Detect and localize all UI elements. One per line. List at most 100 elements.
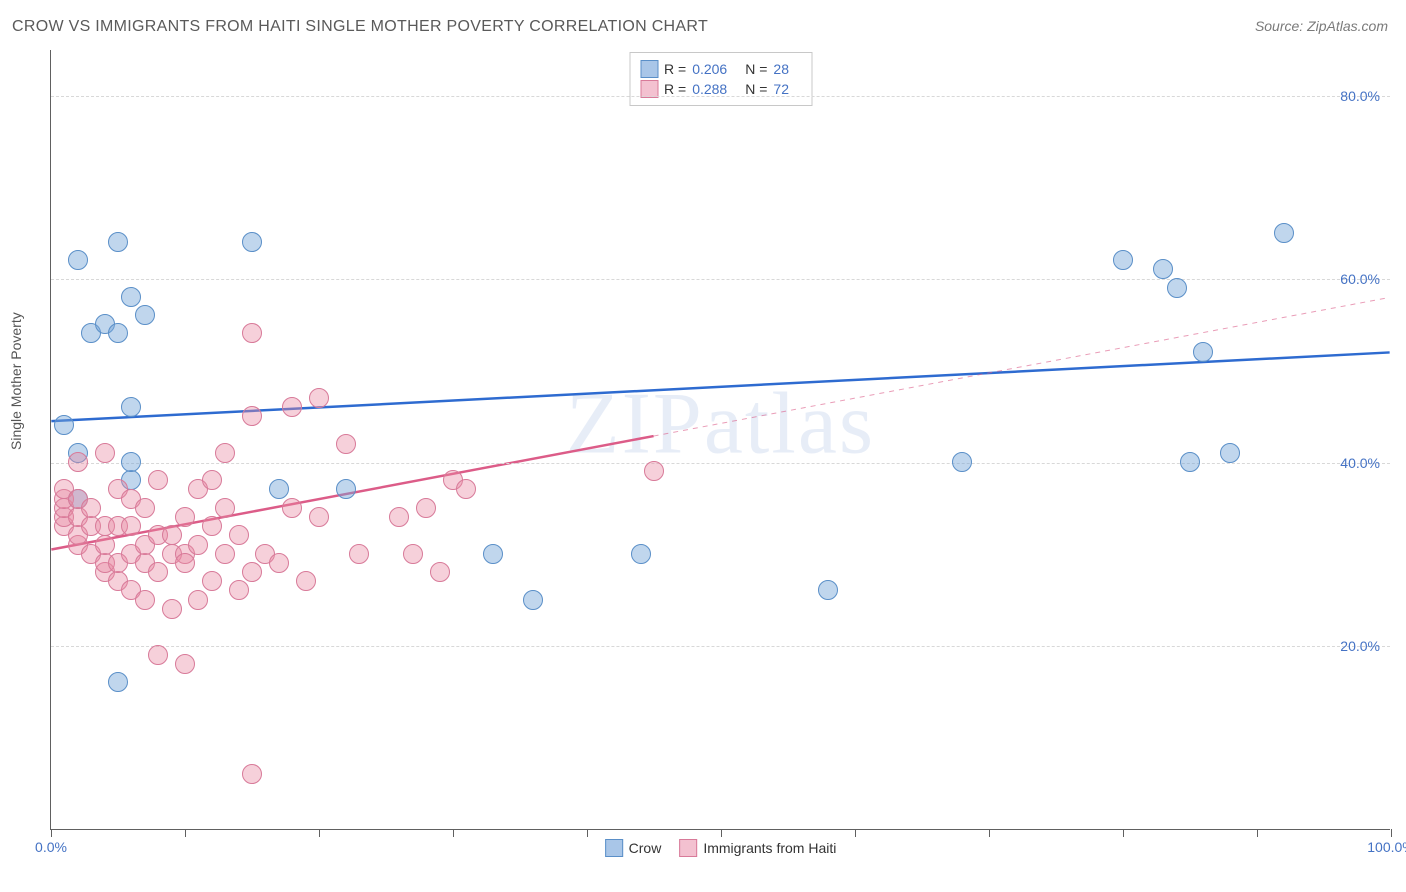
legend-n-value: 72 <box>773 81 789 97</box>
scatter-point <box>108 672 128 692</box>
scatter-point <box>229 525 249 545</box>
legend-swatch <box>640 60 658 78</box>
scatter-point <box>1167 278 1187 298</box>
scatter-point <box>175 507 195 527</box>
scatter-point <box>1274 223 1294 243</box>
scatter-point <box>81 498 101 518</box>
x-tick <box>989 829 990 837</box>
scatter-point <box>215 544 235 564</box>
gridline <box>51 646 1390 647</box>
scatter-point <box>135 498 155 518</box>
trend-lines-layer <box>51 50 1390 829</box>
legend-r-value: 0.206 <box>692 61 727 77</box>
legend-n-value: 28 <box>773 61 789 77</box>
x-tick-label: 0.0% <box>35 839 67 855</box>
scatter-point <box>269 553 289 573</box>
y-tick-label: 80.0% <box>1340 88 1380 104</box>
scatter-point <box>1180 452 1200 472</box>
scatter-point <box>95 535 115 555</box>
scatter-point <box>269 479 289 499</box>
legend-series: Crow Immigrants from Haiti <box>605 839 837 857</box>
legend-swatch <box>605 839 623 857</box>
x-tick <box>1257 829 1258 837</box>
scatter-point <box>148 645 168 665</box>
scatter-point <box>188 590 208 610</box>
scatter-point <box>282 397 302 417</box>
x-tick <box>1391 829 1392 837</box>
scatter-point <box>403 544 423 564</box>
scatter-point <box>242 764 262 784</box>
scatter-point <box>202 470 222 490</box>
scatter-point <box>215 498 235 518</box>
x-tick <box>185 829 186 837</box>
scatter-point <box>242 323 262 343</box>
legend-item: Immigrants from Haiti <box>679 839 836 857</box>
scatter-point <box>818 580 838 600</box>
scatter-point <box>349 544 369 564</box>
scatter-point <box>215 443 235 463</box>
scatter-point <box>121 287 141 307</box>
scatter-point <box>1193 342 1213 362</box>
scatter-point <box>68 452 88 472</box>
x-tick-label: 100.0% <box>1367 839 1406 855</box>
legend-stat-row: R = 0.206 N = 28 <box>640 59 801 79</box>
scatter-point <box>175 654 195 674</box>
scatter-point <box>148 562 168 582</box>
x-tick <box>319 829 320 837</box>
scatter-point <box>229 580 249 600</box>
plot-area: ZIPatlas R =0.206N =28R =0.288N =72 Crow… <box>50 50 1390 830</box>
scatter-point <box>54 415 74 435</box>
legend-item: Crow <box>605 839 662 857</box>
scatter-point <box>108 323 128 343</box>
legend-swatch <box>679 839 697 857</box>
legend-n-label: N = <box>745 81 767 97</box>
scatter-point <box>242 406 262 426</box>
scatter-point <box>242 232 262 252</box>
legend-item-label: Crow <box>629 840 662 856</box>
source-label: Source: ZipAtlas.com <box>1255 18 1388 34</box>
scatter-point <box>121 516 141 536</box>
scatter-point <box>336 434 356 454</box>
scatter-point <box>1113 250 1133 270</box>
gridline <box>51 96 1390 97</box>
scatter-point <box>631 544 651 564</box>
legend-r-label: R = <box>664 61 686 77</box>
scatter-point <box>121 397 141 417</box>
legend-r-value: 0.288 <box>692 81 727 97</box>
y-tick-label: 40.0% <box>1340 455 1380 471</box>
scatter-point <box>389 507 409 527</box>
scatter-point <box>202 571 222 591</box>
scatter-point <box>135 305 155 325</box>
x-tick <box>1123 829 1124 837</box>
legend-n-label: N = <box>745 61 767 77</box>
scatter-point <box>108 232 128 252</box>
legend-item-label: Immigrants from Haiti <box>703 840 836 856</box>
scatter-point <box>309 388 329 408</box>
scatter-point <box>282 498 302 518</box>
scatter-point <box>68 250 88 270</box>
scatter-point <box>336 479 356 499</box>
chart-title: CROW VS IMMIGRANTS FROM HAITI SINGLE MOT… <box>12 18 708 36</box>
scatter-point <box>416 498 436 518</box>
scatter-point <box>456 479 476 499</box>
y-tick-label: 20.0% <box>1340 638 1380 654</box>
scatter-point <box>202 516 222 536</box>
gridline <box>51 279 1390 280</box>
scatter-point <box>1153 259 1173 279</box>
scatter-point <box>95 443 115 463</box>
scatter-point <box>309 507 329 527</box>
scatter-point <box>483 544 503 564</box>
legend-r-label: R = <box>664 81 686 97</box>
scatter-point <box>242 562 262 582</box>
legend-stats: R = 0.206 N = 28 R = 0.288 N = 72 <box>629 52 812 106</box>
scatter-point <box>1220 443 1240 463</box>
x-tick <box>855 829 856 837</box>
scatter-point <box>952 452 972 472</box>
scatter-point <box>121 452 141 472</box>
scatter-point <box>644 461 664 481</box>
scatter-point <box>162 599 182 619</box>
x-tick <box>721 829 722 837</box>
scatter-point <box>188 535 208 555</box>
scatter-point <box>135 590 155 610</box>
scatter-point <box>162 525 182 545</box>
